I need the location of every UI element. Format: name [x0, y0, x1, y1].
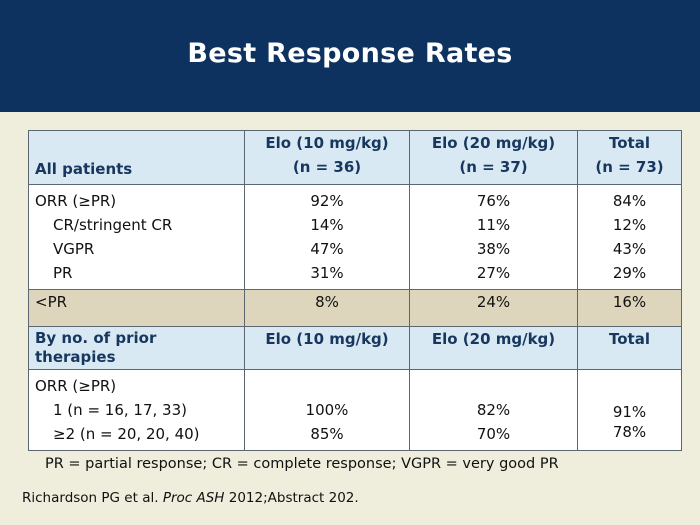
header-col-total: Total (n = 73) [577, 130, 682, 185]
table-header-prior-therapies: By no. of prior therapies Elo (10 mg/kg)… [28, 326, 682, 370]
table-cell: 27% [476, 264, 511, 282]
header-label-all-patients: All patients [28, 130, 245, 185]
header-col-elo-20-line2: (n = 37) [459, 158, 528, 176]
table-cell: 84% [612, 192, 647, 210]
table-cell: 24% [409, 289, 578, 327]
table-cell [578, 374, 681, 398]
header-col-elo-10-line1: Elo (10 mg/kg) [265, 134, 389, 152]
table-cell: 100% [305, 401, 349, 419]
table-cell [410, 374, 577, 398]
header-label-line2: therapies [35, 348, 116, 366]
header-col-elo-10: Elo (10 mg/kg) [244, 326, 410, 370]
group2-elo-10-values: 100% 85% [244, 369, 410, 451]
row-label: ≥2 (n = 20, 20, 40) [53, 425, 200, 443]
group1-labels: ORR (≥PR) CR/stringent CR VGPR PR [28, 184, 245, 290]
slide-title: Best Response Rates [187, 38, 513, 69]
table-cell: 82% [476, 401, 511, 419]
header-label-prior-therapies: By no. of prior therapies [28, 326, 245, 370]
group1-elo-20-values: 76% 11% 38% 27% [409, 184, 578, 290]
abbreviation-footnote: PR = partial response; CR = complete res… [45, 456, 559, 472]
group2-labels: ORR (≥PR) 1 (n = 16, 17, 33) ≥2 (n = 20,… [28, 369, 245, 451]
table-cell: 8% [244, 289, 410, 327]
citation-authors: Richardson PG et al. [22, 490, 159, 506]
header-label-line1: By no. of prior [35, 329, 157, 347]
table-cell: 85% [310, 425, 344, 443]
table-cell: 70% [476, 425, 511, 443]
table-cell: 47% [310, 240, 344, 258]
table-cell: 92% [310, 192, 344, 210]
table-cell: 14% [310, 216, 344, 234]
group1-total-values: 84% 12% 43% 29% [577, 184, 682, 290]
group1-elo-10-values: 92% 14% 47% 31% [244, 184, 410, 290]
table-cell: 16% [577, 289, 682, 327]
table-cell: 11% [476, 216, 511, 234]
table-cell: 91% [612, 403, 647, 421]
row-label: PR [53, 264, 73, 282]
header-col-elo-20: Elo (20 mg/kg) [409, 326, 578, 370]
table-cell: 31% [310, 264, 344, 282]
header-col-elo-20-line1: Elo (20 mg/kg) [431, 134, 556, 152]
row-label: <PR [28, 289, 245, 327]
row-label: 1 (n = 16, 17, 33) [53, 401, 187, 419]
citation-journal: Proc ASH [162, 490, 225, 506]
table-row-less-than-pr: <PR 8% 24% 16% [28, 289, 682, 327]
header-col-total-line1: Total [609, 134, 650, 152]
table-row-group-all-patients: ORR (≥PR) CR/stringent CR VGPR PR 92% 14… [28, 184, 682, 290]
group2-total-values: 91% 78% [577, 369, 682, 451]
table-cell: 38% [476, 240, 511, 258]
table-row-group-prior-therapies: ORR (≥PR) 1 (n = 16, 17, 33) ≥2 (n = 20,… [28, 369, 682, 451]
row-label: VGPR [53, 240, 95, 258]
table-cell: 12% [612, 216, 647, 234]
row-label: ORR (≥PR) [35, 192, 117, 210]
table-cell: 78% [612, 423, 647, 441]
response-rates-table: All patients Elo (10 mg/kg) (n = 36) Elo… [28, 130, 682, 451]
table-cell [245, 374, 409, 398]
row-label: ORR (≥PR) [35, 377, 117, 395]
header-col-total: Total [577, 326, 682, 370]
table-cell: 76% [476, 192, 511, 210]
citation-details: 2012;Abstract 202. [228, 490, 359, 506]
citation: Richardson PG et al. Proc ASH 2012;Abstr… [22, 490, 359, 506]
header-col-elo-10: Elo (10 mg/kg) (n = 36) [244, 130, 410, 185]
table-cell: 43% [612, 240, 647, 258]
table-header-all-patients: All patients Elo (10 mg/kg) (n = 36) Elo… [28, 130, 682, 185]
header-col-elo-20: Elo (20 mg/kg) (n = 37) [409, 130, 578, 185]
group2-elo-20-values: 82% 70% [409, 369, 578, 451]
header-col-elo-10-line2: (n = 36) [292, 158, 362, 176]
title-bar: Best Response Rates [0, 0, 700, 112]
row-label: CR/stringent CR [53, 216, 173, 234]
table-cell: 29% [612, 264, 647, 282]
header-col-total-line2: (n = 73) [595, 158, 664, 176]
